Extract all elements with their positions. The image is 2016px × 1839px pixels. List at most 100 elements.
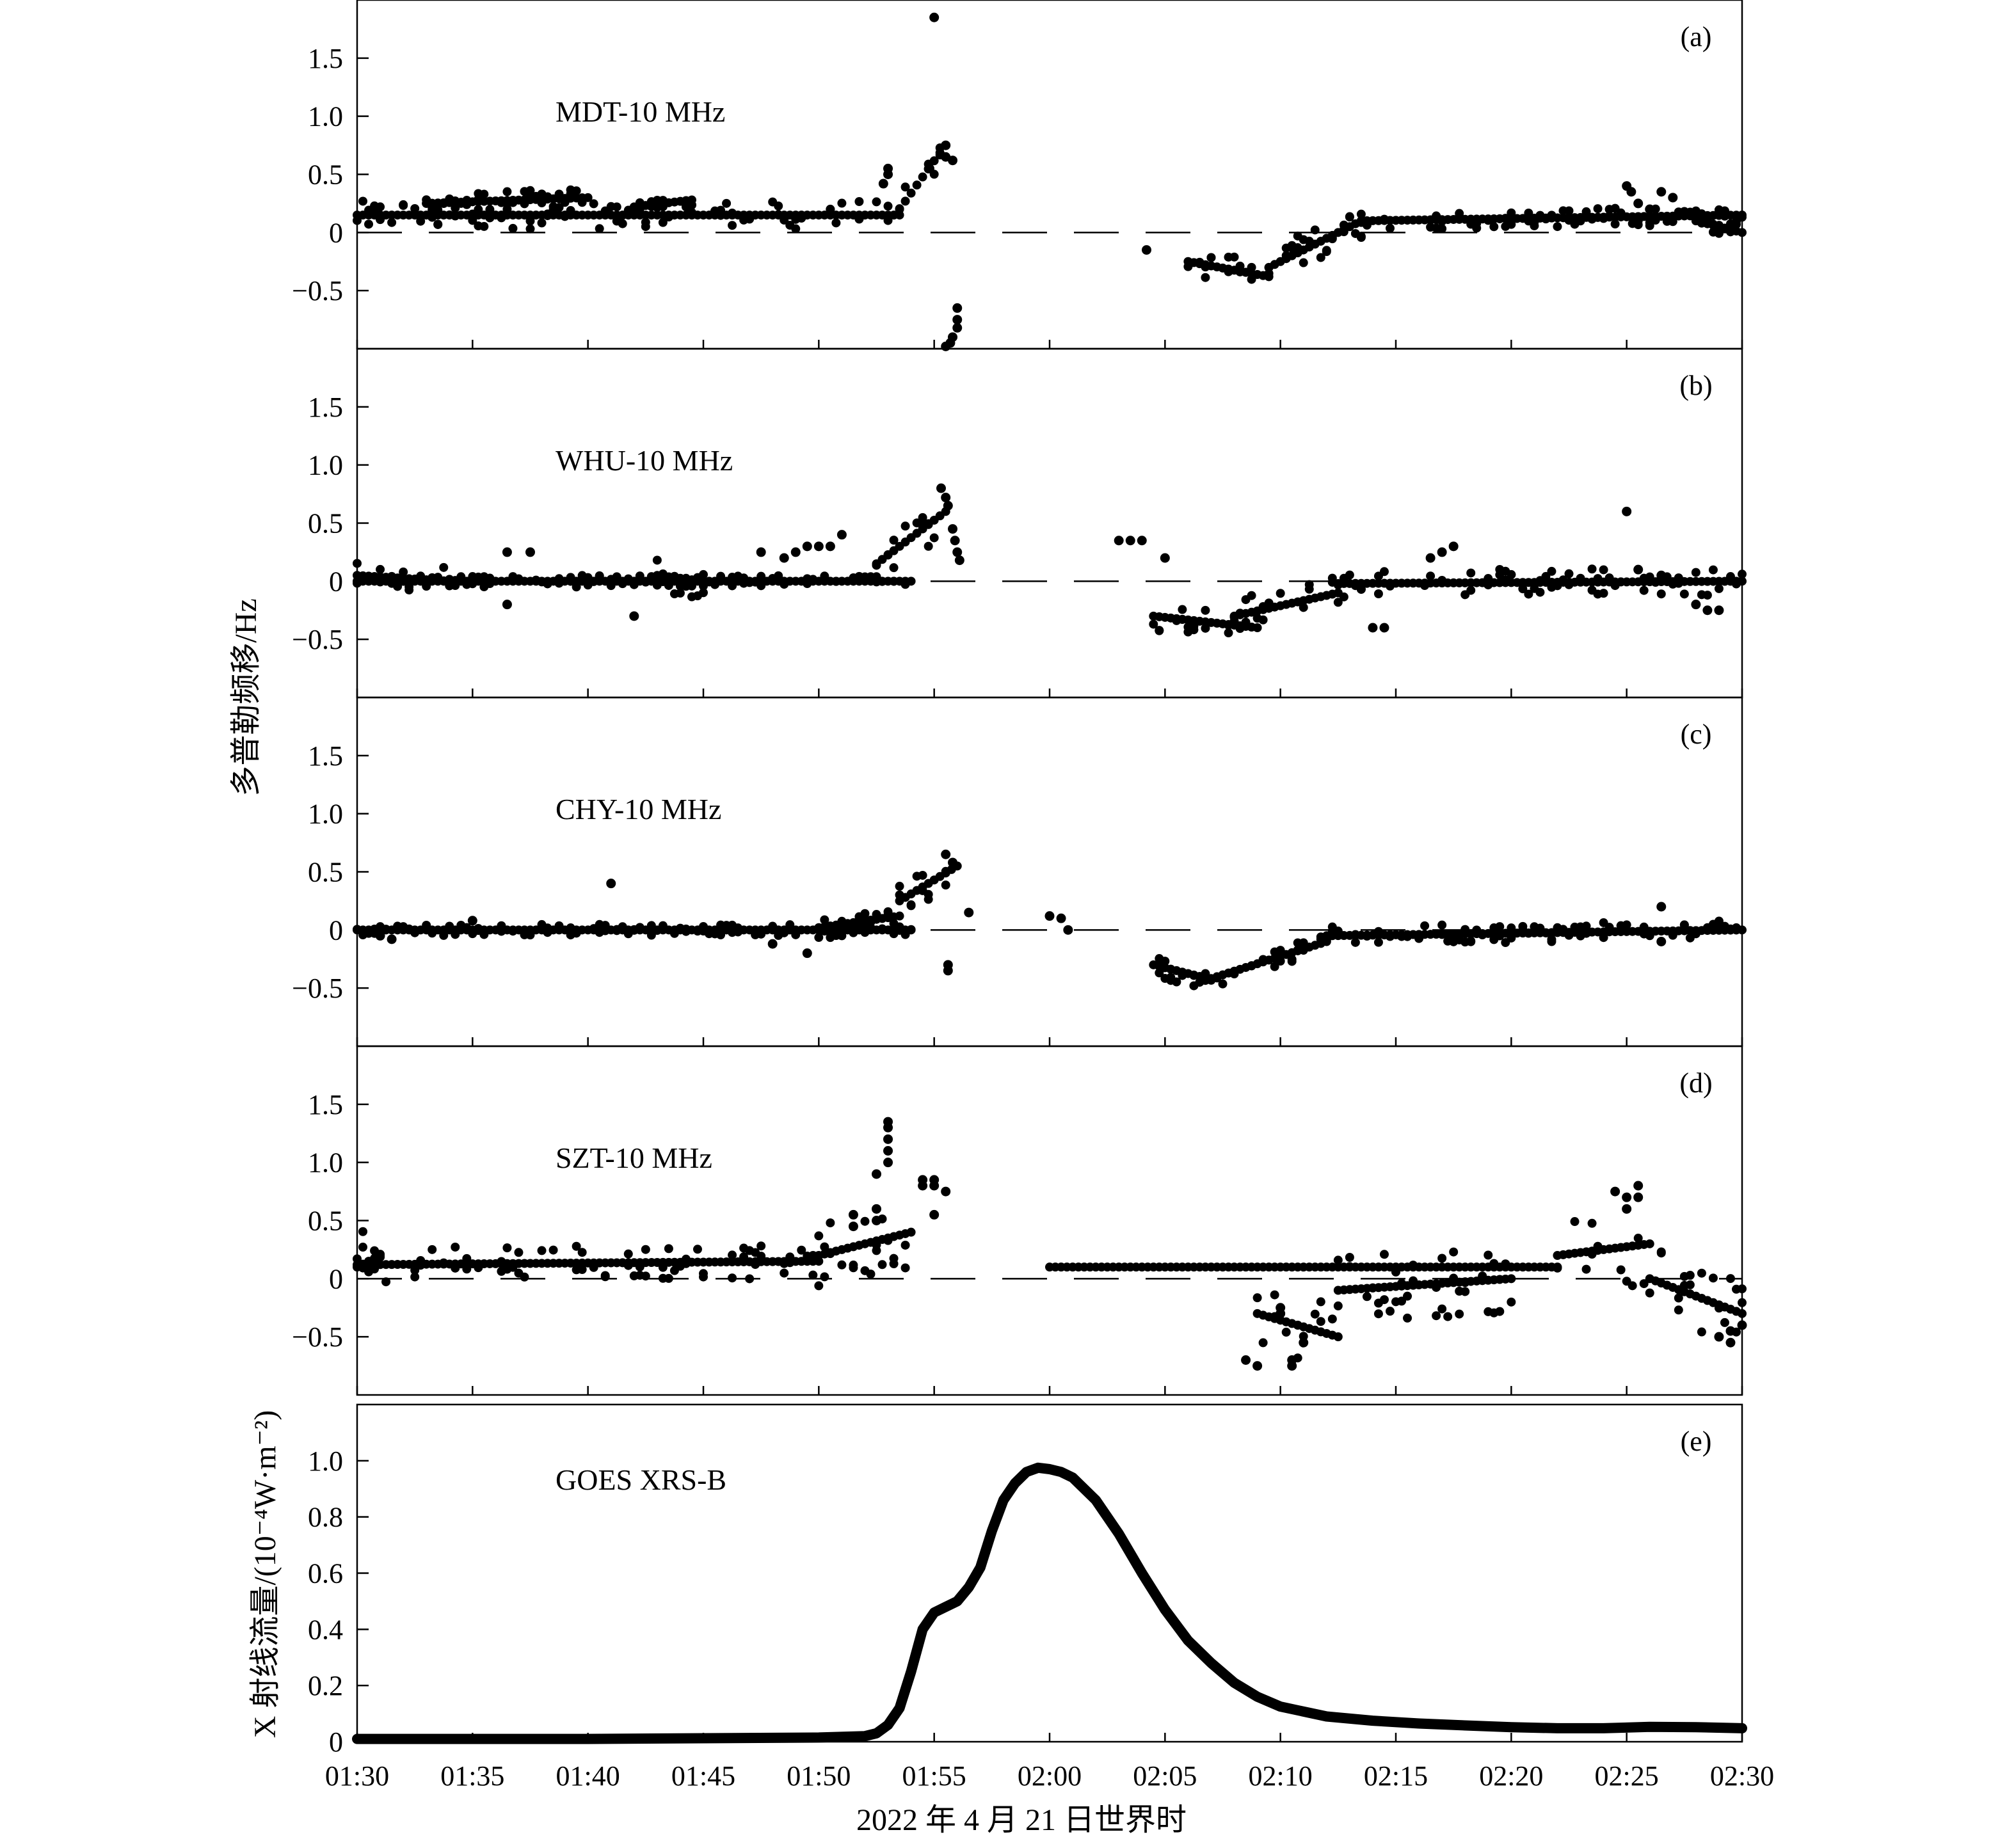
data-point xyxy=(826,205,835,214)
data-point xyxy=(866,1270,876,1279)
data-point xyxy=(399,567,408,577)
data-point xyxy=(756,547,766,557)
data-point xyxy=(612,202,621,212)
data-point xyxy=(1633,1181,1644,1191)
data-point xyxy=(848,1222,858,1232)
data-point xyxy=(572,186,581,196)
data-point xyxy=(1524,208,1533,218)
data-point xyxy=(906,577,916,586)
data-point xyxy=(1622,1204,1632,1214)
data-point xyxy=(1172,977,1181,987)
data-point xyxy=(1633,1234,1643,1243)
data-point xyxy=(1610,1186,1620,1197)
data-point xyxy=(813,541,824,552)
data-point xyxy=(1063,925,1073,935)
data-point xyxy=(1044,911,1055,921)
data-point xyxy=(1229,252,1239,262)
data-point xyxy=(872,197,881,207)
data-point xyxy=(537,218,547,228)
x-tick-label: 02:15 xyxy=(1364,1760,1428,1792)
data-point xyxy=(554,203,564,212)
data-point xyxy=(381,1277,391,1287)
data-point xyxy=(1379,1295,1389,1305)
data-point xyxy=(872,1240,881,1250)
data-point xyxy=(1668,193,1678,203)
data-point xyxy=(692,1245,702,1254)
data-point xyxy=(836,530,847,540)
data-point xyxy=(1299,1337,1309,1348)
x-tick-label: 02:10 xyxy=(1249,1760,1313,1792)
data-point xyxy=(1252,623,1262,632)
data-point xyxy=(641,1271,650,1281)
x-tick-label: 01:55 xyxy=(902,1760,966,1792)
data-point xyxy=(964,907,974,918)
y-axis-title-doppler: 多普勒频移/Hz xyxy=(229,598,263,796)
data-point xyxy=(422,582,431,591)
panel-c: 1.5 1.0 0.5 0 −0.5 (c) CHY-10 MHz xyxy=(292,696,1747,1047)
data-point xyxy=(1466,936,1476,946)
data-point xyxy=(895,911,904,921)
data-point xyxy=(1426,571,1436,581)
data-point xyxy=(941,140,951,150)
data-point xyxy=(948,857,958,868)
x-axis: 01:30 01:35 01:40 01:45 01:50 01:55 02:00 02:05… xyxy=(325,1760,1774,1792)
data-point xyxy=(1738,228,1747,237)
data-point xyxy=(825,541,835,552)
data-point xyxy=(854,923,864,932)
data-point xyxy=(1356,584,1366,594)
data-point xyxy=(1368,623,1378,633)
data-point xyxy=(1155,626,1164,635)
data-point xyxy=(906,925,916,934)
data-point xyxy=(699,569,708,579)
data-point xyxy=(912,180,922,190)
data-point xyxy=(1391,1267,1400,1277)
series-label: WHU-10 MHz xyxy=(556,444,733,477)
data-point xyxy=(514,1248,524,1257)
data-point xyxy=(353,216,362,225)
data-point xyxy=(358,196,368,206)
data-point xyxy=(1738,569,1747,579)
data-point xyxy=(906,900,916,910)
data-point xyxy=(410,203,420,213)
data-point xyxy=(889,1259,899,1269)
data-point xyxy=(895,922,904,932)
y-tick-label: −0.5 xyxy=(292,275,343,306)
data-point xyxy=(468,216,477,225)
data-point xyxy=(629,925,639,935)
data-point xyxy=(1276,589,1285,598)
data-point xyxy=(924,541,933,551)
data-point xyxy=(808,1270,818,1280)
data-point xyxy=(1622,1192,1632,1202)
data-point xyxy=(1633,198,1644,209)
x-axis-title: 2022 年 4 月 21 日世界时 xyxy=(856,1803,1187,1837)
data-point xyxy=(918,513,927,522)
data-point xyxy=(728,1273,737,1283)
data-point xyxy=(520,1272,529,1282)
data-point xyxy=(1310,225,1320,235)
data-point xyxy=(883,1134,893,1144)
data-point xyxy=(1379,567,1389,577)
y-tick-label: 1.0 xyxy=(308,101,343,132)
data-point xyxy=(687,581,696,591)
data-point xyxy=(1570,1217,1580,1227)
data-points-b xyxy=(353,483,1747,638)
data-point xyxy=(941,849,951,859)
data-point xyxy=(924,895,933,904)
data-point xyxy=(1056,913,1066,923)
data-point xyxy=(1252,1293,1262,1303)
data-point xyxy=(502,600,512,610)
data-point xyxy=(745,1274,755,1284)
data-point xyxy=(1276,956,1285,966)
x-tick-label: 02:05 xyxy=(1133,1760,1197,1792)
data-point xyxy=(1656,570,1667,580)
data-point xyxy=(1656,937,1667,946)
panel-tag: (b) xyxy=(1679,370,1712,401)
data-point xyxy=(1738,925,1747,935)
data-point xyxy=(872,1169,881,1179)
data-point xyxy=(1587,1218,1597,1228)
data-point xyxy=(525,216,535,226)
data-point xyxy=(1656,1247,1666,1257)
data-point xyxy=(525,224,535,234)
data-point xyxy=(950,536,960,546)
data-point xyxy=(1178,605,1187,614)
